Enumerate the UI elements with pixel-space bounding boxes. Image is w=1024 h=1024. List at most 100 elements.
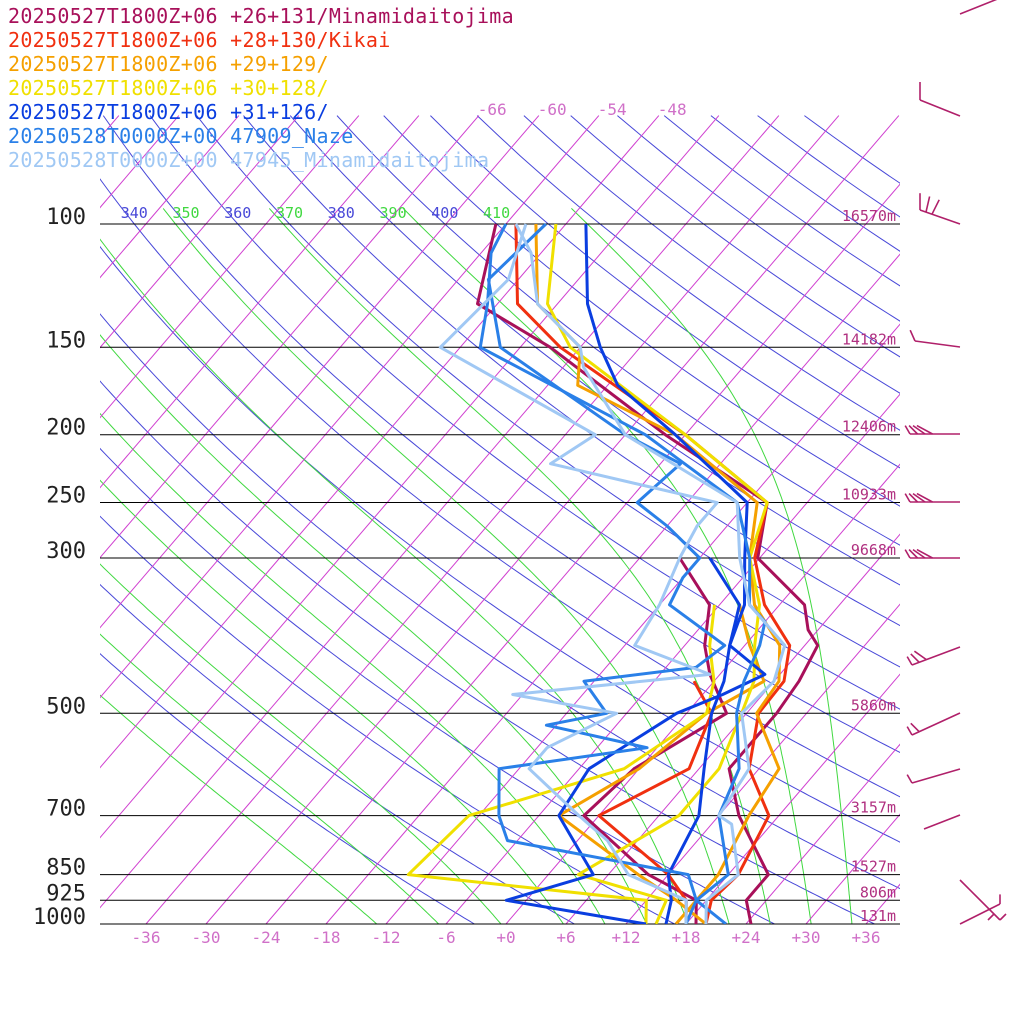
dry-adiabat-line [383, 115, 900, 507]
height-label: 1527m [851, 858, 896, 876]
isotherm-line [100, 115, 360, 419]
pressure-tick-label: 1000 [33, 905, 86, 930]
wind-barb [959, 0, 998, 15]
legend-entry: 20250527T1800Z+06 +28+130/Kikai [8, 28, 391, 52]
moist-adiabat-line [100, 633, 440, 924]
wind-barb-feather [906, 656, 913, 666]
wind-barb [919, 209, 961, 225]
dry-adiabat-line [100, 515, 676, 924]
series-temperature-line [514, 223, 792, 924]
temperature-tick-label: +30 [792, 928, 821, 947]
wind-barb-feather [912, 492, 926, 503]
wind-barb-feather [906, 774, 913, 784]
isotherm-line [100, 115, 720, 839]
pressure-tick-label: 150 [46, 328, 86, 353]
theta-label: 410 [483, 204, 510, 222]
temperature-tick-label: +0 [496, 928, 515, 947]
temperature-tick-label: +24 [732, 928, 761, 947]
wind-barb [911, 768, 961, 784]
series-dewpoint-line [504, 557, 767, 924]
temperature-tick-label: +6 [556, 928, 575, 947]
wind-barb-feather [916, 548, 933, 559]
isotherm-line [100, 115, 660, 769]
wind-barb-feather [916, 492, 933, 503]
dry-adiabat-line [196, 115, 900, 668]
series-dewpoint-line [438, 223, 719, 924]
temperature-tick-label: -18 [312, 928, 341, 947]
isotherm-line [685, 673, 900, 924]
height-label: 14182m [842, 330, 896, 348]
pressure-tick-label: 200 [46, 416, 86, 441]
wind-barb-feather [904, 549, 911, 559]
wind-barb-feather [999, 913, 1007, 921]
wind-barb-feather [910, 722, 920, 733]
isotherm-line [100, 115, 240, 279]
height-label: 5860m [851, 696, 896, 714]
pressure-tick-label: 500 [46, 694, 86, 719]
wind-barb [959, 903, 1001, 925]
wind-barb-feather [908, 493, 919, 503]
dry-adiabat-line [336, 115, 900, 546]
dry-adiabat-line [149, 115, 900, 710]
moist-adiabat-line [100, 694, 378, 924]
legend-entry: 20250527T1800Z+06 +26+131/Minamidaitojim… [8, 4, 514, 28]
series-dewpoint-line [486, 222, 727, 924]
dry-adiabat-line [102, 115, 900, 754]
wind-barb [919, 99, 961, 117]
theta-label: 360 [224, 204, 251, 222]
isotherm-line [100, 115, 540, 629]
moist-adiabat-line [571, 208, 853, 924]
wind-barb-feather [987, 913, 995, 921]
pressure-tick-label: 850 [46, 856, 86, 881]
moist-adiabat-line [268, 208, 771, 924]
wind-barb-feather [908, 425, 919, 435]
isotherm-line [325, 253, 900, 924]
theta-label: 400 [431, 204, 458, 222]
upper-temperature-label: -54 [598, 100, 627, 119]
wind-barb-feather [904, 493, 911, 503]
upper-temperature-label: -66 [478, 100, 507, 119]
temperature-tick-label: -24 [252, 928, 281, 947]
isotherm-line [505, 463, 900, 924]
pressure-tick-label: 700 [46, 797, 86, 822]
height-label: 9668m [851, 541, 896, 559]
isotherm-line [100, 115, 420, 489]
isotherm-line [565, 533, 900, 924]
height-label: 806m [860, 883, 896, 901]
temperature-tick-label: -30 [192, 928, 221, 947]
moist-adiabat-line [100, 563, 502, 924]
isotherm-line [145, 115, 840, 924]
isotherm-line [100, 115, 780, 909]
isotherm-line [625, 603, 900, 924]
wind-barb [959, 879, 1001, 921]
series-temperature-line [514, 223, 787, 924]
height-label: 16570m [842, 207, 896, 225]
legend: 20250527T1800Z+06 +26+131/Minamidaitojim… [8, 4, 514, 172]
wind-barb [923, 814, 961, 830]
wind-barb [911, 646, 961, 666]
wind-barb-feather [904, 425, 911, 435]
wind-barb-feather [931, 199, 940, 215]
legend-entry: 20250527T1800Z+06 +29+129/ [8, 52, 329, 76]
moist-adiabat-line [402, 208, 812, 924]
theta-label: 350 [172, 204, 199, 222]
isotherm-line [100, 115, 180, 209]
temperature-tick-label: +12 [612, 928, 641, 947]
temperature-tick-label: +18 [672, 928, 701, 947]
pressure-tick-label: 100 [46, 205, 86, 230]
temperature-tick-label: -6 [436, 928, 455, 947]
isotherm-line [100, 115, 300, 349]
theta-label: 340 [121, 204, 148, 222]
wind-barb-feather [912, 548, 926, 559]
legend-entry: 20250528T0000Z+00 47945_Minamidaitojima [8, 148, 490, 172]
wind-barb [914, 340, 961, 348]
series-dewpoint-line [582, 557, 729, 924]
dry-adiabat-line [100, 245, 900, 843]
theta-label: 370 [276, 204, 303, 222]
wind-barb-feather [910, 653, 920, 663]
series-temperature-line [584, 223, 749, 924]
height-label: 131m [860, 907, 896, 925]
temperature-tick-label: -12 [372, 928, 401, 947]
wind-barb-feather [909, 329, 916, 342]
